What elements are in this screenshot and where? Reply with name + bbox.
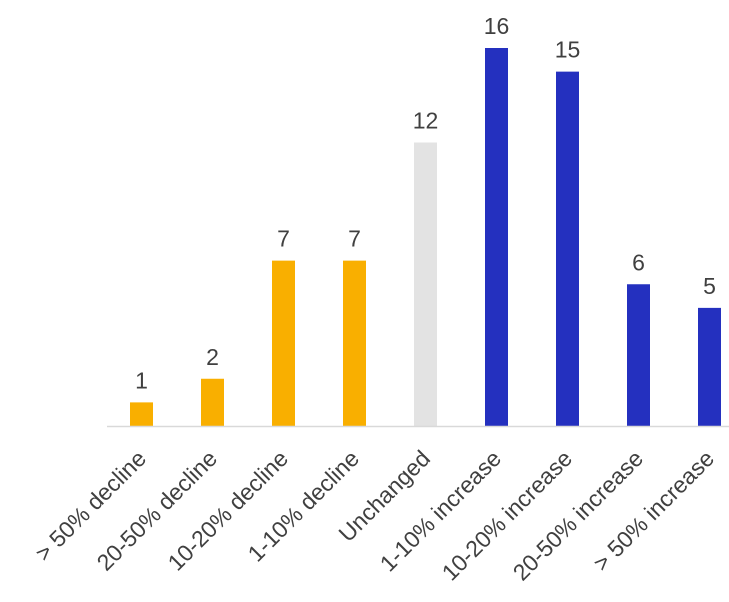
bar-value-label: 6 xyxy=(632,249,645,275)
bar-value-label: 7 xyxy=(277,226,290,252)
bar-value-label: 2 xyxy=(206,344,219,370)
x-tick-label: 20-50% increase xyxy=(508,445,648,585)
x-tick-label: 1-10% increase xyxy=(375,445,506,576)
bar xyxy=(272,260,295,427)
bar-value-label: 12 xyxy=(413,108,439,134)
bar xyxy=(130,402,153,427)
bar-value-label: 5 xyxy=(703,273,716,299)
bar-value-label: 1 xyxy=(135,367,148,393)
x-tick-label: 10-20% decline xyxy=(163,445,294,576)
bar xyxy=(414,142,437,426)
bar xyxy=(556,71,579,427)
bar xyxy=(698,307,721,427)
bar-value-label: 7 xyxy=(348,226,361,252)
x-tick-label: 10-20% increase xyxy=(437,445,577,585)
x-tick-label: 20-50% decline xyxy=(92,445,223,576)
bar xyxy=(485,48,508,426)
bars-layer xyxy=(130,48,721,427)
bar-value-label: 16 xyxy=(484,13,510,39)
bar-value-label: 15 xyxy=(555,37,581,63)
bar xyxy=(201,378,224,426)
bar xyxy=(343,260,366,427)
x-tick-label: > 50% increase xyxy=(588,445,719,576)
bar xyxy=(627,284,650,426)
